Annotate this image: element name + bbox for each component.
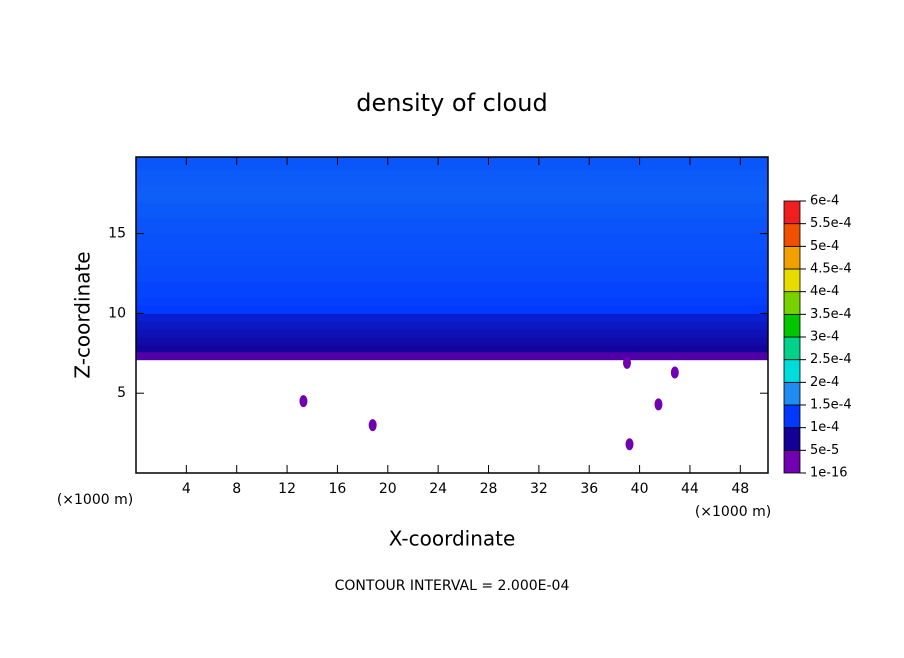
contour-band: [136, 329, 768, 338]
colorbar-box: [783, 268, 801, 293]
contour-band: [136, 351, 768, 361]
contour-band: [136, 281, 768, 298]
footer: CONTOUR INTERVAL = 2.000E-04: [335, 578, 570, 594]
x-tick-label: 48: [731, 481, 749, 497]
colorbar-label: 4.5e-4: [810, 262, 852, 277]
x-unit-label: (×1000 m): [695, 504, 771, 520]
y-tick-label: 10: [108, 305, 126, 321]
contour-band: [136, 185, 768, 203]
colorbar-box: [783, 427, 801, 451]
x-tick-label: 28: [480, 481, 498, 497]
cloud-patch: [670, 366, 679, 379]
x-unit-label: (×1000 m): [57, 492, 133, 508]
x-tick-label: 12: [278, 481, 296, 497]
colorbar-label: 3e-4: [810, 330, 839, 345]
colorbar-label: 4e-4: [810, 284, 839, 299]
contour-band: [136, 157, 768, 171]
colorbar-label: 3.5e-4: [810, 307, 852, 322]
x-tick-label: 4: [182, 481, 191, 497]
cloud-patch: [299, 395, 308, 408]
contour-band: [136, 297, 768, 306]
contour-band: [136, 305, 768, 314]
colorbar-label: 1.5e-4: [810, 398, 852, 413]
cloud-patch: [368, 419, 377, 432]
plot-frame: [135, 156, 769, 474]
contour-band: [136, 201, 768, 219]
colorbar-box: [783, 313, 801, 338]
contour-band: [136, 265, 768, 282]
x-tick-label: 20: [379, 481, 397, 497]
colorbar-label: 2.5e-4: [810, 352, 852, 367]
x-axis-label: X-coordinate: [389, 527, 516, 551]
contour-band: [136, 337, 768, 346]
colorbar-box: [783, 200, 801, 225]
contour-band: [136, 321, 768, 330]
y-tick-label: 15: [108, 226, 126, 242]
contour-band: [136, 345, 768, 353]
cloud-patch: [654, 398, 663, 411]
colorbar-box: [783, 381, 801, 406]
colorbar-label: 6e-4: [810, 194, 839, 209]
colorbar-box: [783, 449, 801, 474]
chart-title: density of cloud: [356, 89, 547, 117]
colorbar-box: [783, 223, 801, 247]
colorbar-box: [783, 245, 801, 270]
colorbar-label: 5e-4: [810, 239, 839, 254]
y-axis-label: Z-coordinate: [71, 251, 95, 378]
contour-band: [136, 169, 768, 187]
colorbar-label: 2e-4: [810, 375, 839, 390]
x-tick-label: 32: [530, 481, 548, 497]
x-tick-label: 40: [631, 481, 649, 497]
y-tick-label: 5: [117, 385, 126, 401]
colorbar-box: [783, 336, 801, 361]
colorbar-box: [783, 359, 801, 383]
colorbar-label: 1e-16: [810, 466, 848, 481]
contour-band: [136, 233, 768, 251]
x-tick-label: 36: [580, 481, 598, 497]
contour-band: [136, 313, 768, 322]
x-tick-label: 24: [429, 481, 447, 497]
cloud-patch: [625, 438, 634, 451]
colorbar-box: [783, 291, 801, 315]
colorbar-box: [783, 404, 801, 429]
contour-band: [136, 217, 768, 235]
x-tick-label: 8: [232, 481, 241, 497]
x-tick-label: 16: [329, 481, 347, 497]
x-tick-label: 44: [681, 481, 699, 497]
colorbar-label: 5e-5: [810, 443, 839, 458]
colorbar-label: 1e-4: [810, 420, 839, 435]
cloud-patch: [622, 356, 631, 369]
contour-band: [136, 249, 768, 267]
colorbar-label: 5.5e-4: [810, 216, 852, 231]
